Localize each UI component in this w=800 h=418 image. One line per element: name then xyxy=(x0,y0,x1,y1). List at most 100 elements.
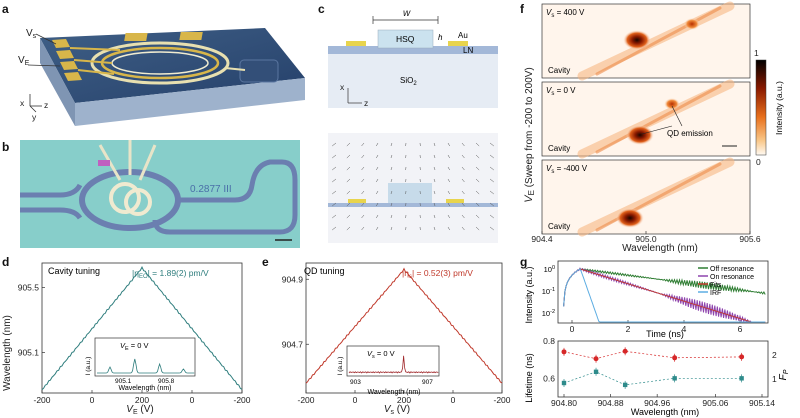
qd-inset-label: Vs = 0 V xyxy=(367,349,395,360)
tuning-line xyxy=(305,267,503,384)
decay-xlabel: Time (ns) xyxy=(646,329,684,339)
field-arrow xyxy=(433,214,436,219)
field-arrow xyxy=(376,154,379,159)
field-arrow xyxy=(447,202,450,207)
field-arrow xyxy=(376,142,379,147)
fp-point xyxy=(561,349,567,355)
cavity-spot xyxy=(623,30,651,50)
cavity-inset-tick-1: 905.1 xyxy=(115,378,132,385)
field-arrow xyxy=(461,178,465,183)
qd-inset-tick-1: 903 xyxy=(350,379,361,386)
field-arrow xyxy=(433,166,436,171)
qd-spot xyxy=(664,98,680,110)
x-tick-label: -200 xyxy=(493,395,510,405)
field-arrow xyxy=(361,214,365,219)
field-arrow xyxy=(461,166,465,171)
hsq-cladding xyxy=(377,29,434,49)
vs-label: Vs xyxy=(26,28,37,40)
cavity-inset-xlabel: Wavelength (nm) xyxy=(118,385,171,392)
height-label: h xyxy=(438,33,443,42)
decay-x-tick: 4 xyxy=(682,324,687,334)
qd-inset xyxy=(346,345,440,377)
field-arrow xyxy=(376,190,379,195)
qd-inset-ylabel: I (a.u.) xyxy=(337,357,344,376)
panel-label-a: a xyxy=(2,2,9,16)
field-arrow xyxy=(433,226,436,231)
field-arrow xyxy=(475,166,480,171)
field-arrow xyxy=(346,178,351,183)
field-arrow xyxy=(433,154,436,159)
field-arrow xyxy=(489,226,495,231)
decay-y-tick: 10-1 xyxy=(542,287,555,296)
colorbar-tick-bottom: 0 xyxy=(756,157,761,167)
field-arrow xyxy=(346,202,351,207)
field-arrow xyxy=(489,142,495,147)
panel-label-e: e xyxy=(262,255,269,269)
field-arrow xyxy=(461,214,465,219)
field-arrow xyxy=(346,166,351,171)
axis-indicator: x y z xyxy=(20,94,48,122)
cavity-tuning-chart: -200 0 200 0 -200 905.1 905.5 Cavity tuning |η… xyxy=(2,262,251,416)
cavity-label: Cavity xyxy=(548,66,570,75)
panel-label-b: b xyxy=(2,140,10,154)
fp-point xyxy=(593,356,599,362)
decay-y-tick: 10-2 xyxy=(542,309,555,318)
colorbar-tick-top: 1 xyxy=(754,48,759,58)
panel-label-g: g xyxy=(520,255,528,269)
cavity-eta-annotation: |ηEO| = 1.89(2) pm/V xyxy=(132,268,209,280)
legend-irf: IRF xyxy=(710,290,721,297)
field-arrow xyxy=(489,202,495,207)
electrode-leads xyxy=(69,47,121,75)
chip-top-surface xyxy=(40,28,305,103)
lifetime-point xyxy=(672,376,677,381)
ln-label: LN xyxy=(463,46,473,55)
field-arrow xyxy=(447,226,450,231)
field-arrow xyxy=(346,226,351,231)
lifetime-y-tick: 0.8 xyxy=(543,336,555,346)
field-arrow xyxy=(361,226,365,231)
tuning-line xyxy=(41,265,243,391)
pl-map-x-tick: 904.4 xyxy=(531,234,553,244)
x-tick-label: 200 xyxy=(135,395,149,405)
y-tick-label: 904.7 xyxy=(282,339,304,349)
pl-map-ylabel: VE (Sweep from -200 to 200V) xyxy=(523,67,536,203)
colorbar-label: Intensity (a.u.) xyxy=(774,81,784,135)
field-arrow xyxy=(390,178,393,183)
cavity-xlabel: VE (V) xyxy=(126,404,153,416)
qd-spot xyxy=(684,18,700,30)
lifetime-ylabel: Lifetime (ns) xyxy=(524,353,534,403)
x-tick-label: 0 xyxy=(190,395,195,405)
qd-inset-xlabel: Wavelength (nm) xyxy=(367,389,420,396)
field-arrow xyxy=(489,178,495,183)
lifetime-x-tick: 904.96 xyxy=(644,398,670,408)
field-arrow xyxy=(447,154,450,159)
field-arrow xyxy=(361,142,365,147)
au-label: Au xyxy=(458,31,468,40)
field-arrow xyxy=(461,226,465,231)
pl-map-x-tick: 905.0 xyxy=(635,234,657,244)
field-arrow xyxy=(331,226,337,231)
field-arrow xyxy=(475,142,480,147)
grating-coupler-pad xyxy=(239,59,279,83)
ring-waveguide-outer xyxy=(90,41,230,85)
field-arrow xyxy=(390,226,393,231)
field-arrow xyxy=(461,154,465,159)
field-arrow xyxy=(433,178,436,183)
device-3d-illustration: Vs VE x y z xyxy=(18,28,305,126)
field-arrow xyxy=(346,142,351,147)
field-arrow xyxy=(331,142,337,147)
lifetime-point xyxy=(593,369,599,374)
pl-map-panel: Vs = 400 V Cavity Vs = 0 V Cavity QD emissio… xyxy=(523,1,784,254)
field-arrow xyxy=(475,214,480,219)
field-arrow xyxy=(447,190,450,195)
axis-indicator-c: x z xyxy=(340,82,368,108)
lifetime-x-tick: 904.88 xyxy=(598,398,624,408)
pl-map-2: Vs = 0 V Cavity QD emission xyxy=(541,79,751,159)
ve-label: VE xyxy=(18,55,30,67)
lifetime-panel: 0 2 4 6 100 10-1 10-2 904.80 904.88 904.96 905.06… xyxy=(524,260,790,417)
fp-point xyxy=(622,348,628,354)
decay-ylabel: Intensity (a.u.) xyxy=(524,266,534,323)
cavity-inset xyxy=(94,337,196,377)
svg-text:x: x xyxy=(340,82,345,92)
x-tick-label: 0 xyxy=(90,395,95,405)
